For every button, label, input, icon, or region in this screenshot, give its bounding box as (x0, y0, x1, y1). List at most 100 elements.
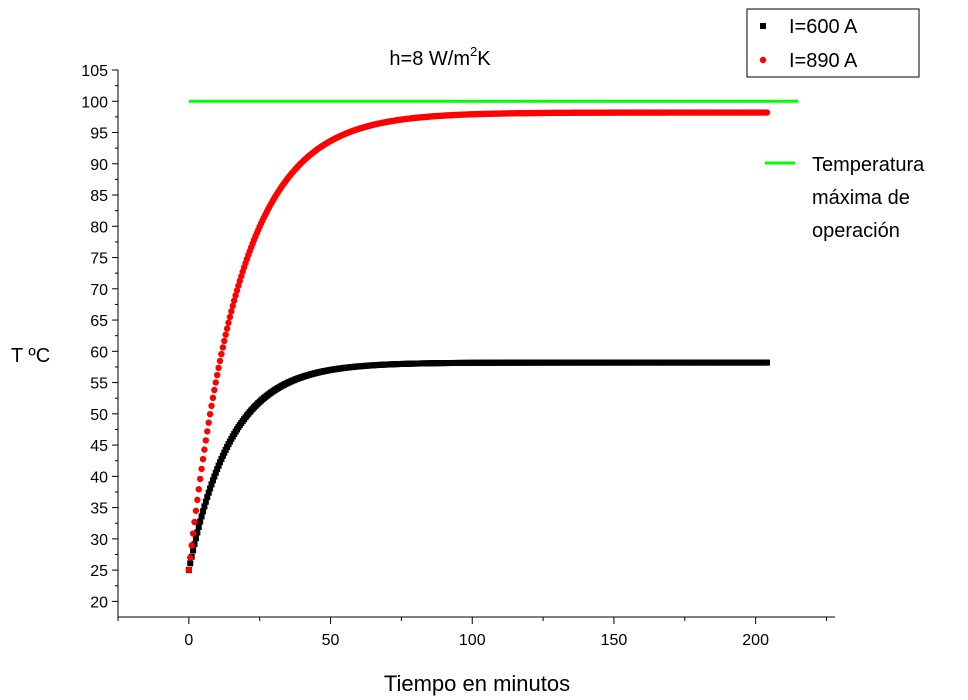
data-point (223, 325, 231, 332)
y-tick-label: 40 (90, 469, 108, 486)
data-point (215, 462, 222, 469)
data-point (204, 428, 211, 435)
chart-title: h=8 W/m2K (389, 44, 491, 70)
legend: I=600 A I=890 A (746, 8, 920, 78)
data-point (208, 402, 215, 410)
data-point (214, 466, 221, 473)
legend-box (746, 8, 920, 78)
legend-marker-i890 (759, 56, 767, 64)
data-point (201, 446, 208, 453)
y-tick-label: 95 (90, 126, 108, 143)
data-point (192, 535, 199, 542)
y-tick-label: 75 (90, 251, 108, 268)
data-point (196, 475, 204, 483)
data-point (226, 313, 234, 321)
y-tick-label: 20 (90, 594, 108, 611)
data-point (218, 350, 225, 358)
data-point (225, 319, 232, 326)
data-point (185, 566, 193, 574)
y-tick-label: 100 (81, 94, 108, 111)
data-point (195, 523, 202, 530)
y-tick-label: 30 (90, 532, 108, 549)
data-point (190, 547, 197, 554)
data-point (191, 518, 198, 526)
data-point (216, 357, 224, 365)
x-axis-label: Tiempo en minutos (384, 671, 570, 696)
plot-area (185, 99, 799, 574)
y-tick-label: 85 (90, 188, 108, 205)
data-point (228, 308, 235, 315)
data-point (200, 508, 207, 515)
legend-label-i600: I=600 A (789, 16, 858, 38)
data-point (202, 498, 209, 505)
y-tick-label: 70 (90, 282, 108, 299)
data-point (211, 473, 218, 480)
data-point (199, 455, 207, 463)
data-point (211, 386, 218, 394)
axes: 20 25 30 35 40 45 50 55 60 65 70 75 80 85 90 95 100 105 0 5… (81, 63, 835, 649)
y-tick-label: 50 (90, 407, 108, 424)
data-point (222, 331, 229, 338)
data-point (198, 465, 205, 473)
data-point (188, 542, 195, 549)
reference-label-line-3: operación (812, 220, 900, 242)
data-point (201, 503, 208, 510)
data-point (192, 507, 200, 514)
data-point (212, 379, 219, 386)
data-point (229, 302, 236, 310)
data-point (213, 371, 221, 379)
y-tick-label: 55 (90, 376, 108, 393)
legend-marker-i600 (760, 23, 766, 29)
data-point (219, 452, 226, 459)
data-point (230, 297, 238, 304)
data-point (195, 486, 202, 493)
series-i600 (185, 359, 770, 574)
data-point (208, 481, 215, 488)
data-point (207, 485, 214, 492)
y-tick-label: 60 (90, 344, 108, 361)
y-axis-label: T ºC (11, 345, 50, 367)
x-tick-label: 150 (601, 632, 628, 649)
data-point (233, 287, 241, 294)
data-point (198, 513, 205, 520)
data-point (209, 477, 216, 484)
y-tick-label: 25 (90, 563, 108, 580)
legend-label-i890: I=890 A (789, 50, 858, 72)
data-point (232, 292, 239, 299)
x-tick-label: 0 (184, 632, 193, 649)
y-tick-label: 105 (81, 63, 108, 80)
data-point (204, 494, 211, 501)
data-point (187, 560, 194, 567)
reference-label-line-1: Temperatura (812, 154, 925, 176)
data-point (219, 344, 227, 351)
data-point (205, 419, 212, 426)
y-tick-label: 45 (90, 438, 108, 455)
data-point (763, 359, 770, 366)
x-tick-label: 100 (459, 632, 486, 649)
data-point (217, 459, 224, 466)
data-point (194, 496, 201, 504)
data-point (209, 394, 217, 402)
data-point (221, 337, 228, 345)
data-point (218, 455, 225, 462)
data-point (187, 554, 194, 561)
data-point (194, 529, 201, 536)
data-point (202, 437, 210, 444)
data-point (763, 109, 771, 116)
series-i890 (185, 109, 771, 574)
data-point (206, 410, 214, 418)
reference-label-line-2: máxima de (812, 187, 910, 209)
data-point (205, 489, 212, 496)
x-tick-label: 50 (322, 632, 340, 649)
data-point (215, 364, 222, 372)
y-tick-label: 35 (90, 501, 108, 518)
y-tick-label: 80 (90, 219, 108, 236)
y-tick-label: 65 (90, 313, 108, 330)
x-tick-label: 200 (742, 632, 769, 649)
y-tick-label: 90 (90, 157, 108, 174)
data-point (212, 469, 219, 476)
data-point (197, 518, 204, 525)
reference-legend: Temperatura máxima de operación (765, 154, 925, 242)
data-point (189, 530, 197, 537)
